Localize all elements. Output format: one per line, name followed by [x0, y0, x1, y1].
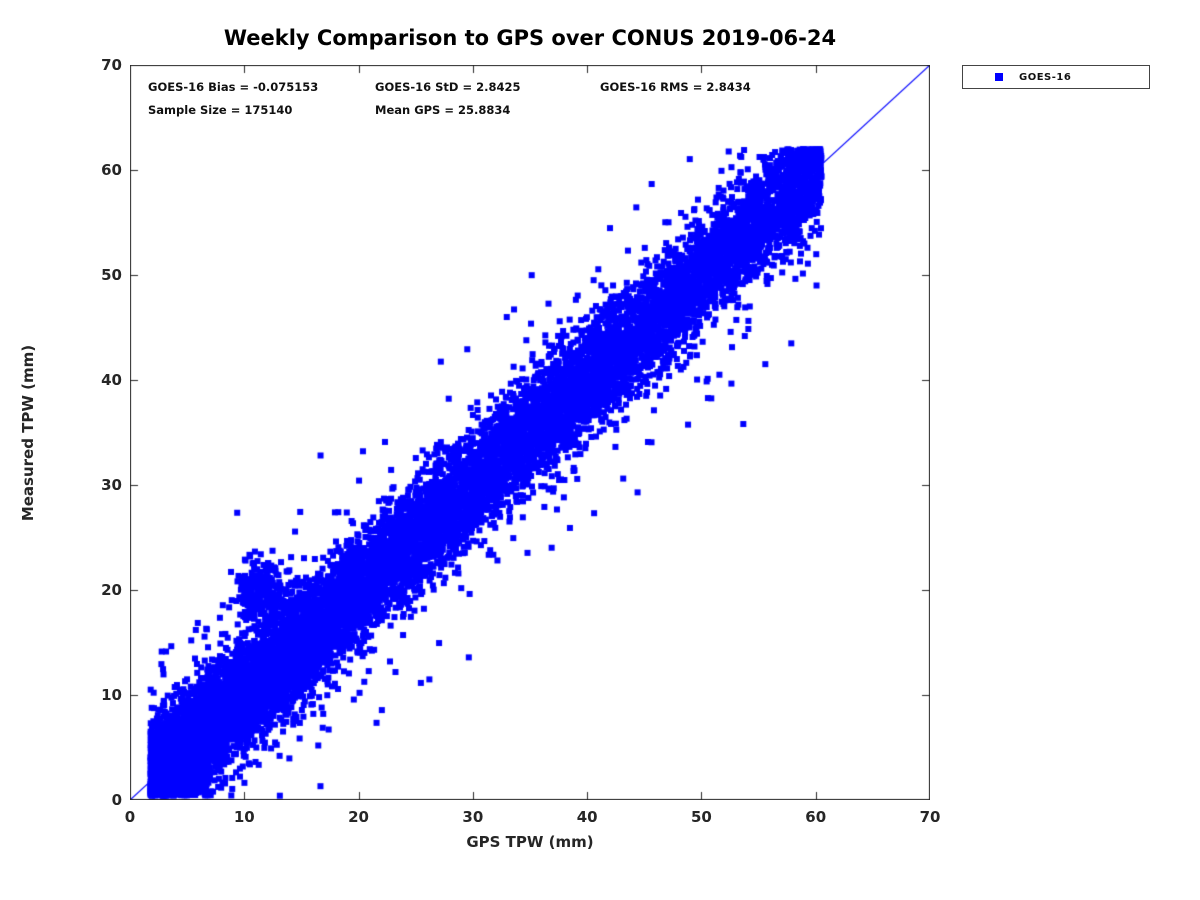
x-tick-label: 60 [805, 808, 827, 826]
chart-title: Weekly Comparison to GPS over CONUS 2019… [223, 26, 837, 50]
y-tick-label: 10 [101, 686, 122, 704]
y-tick-label: 60 [101, 161, 122, 179]
x-tick-label: 40 [576, 808, 598, 826]
x-tick-label: 70 [919, 808, 941, 826]
x-tick-label: 50 [690, 808, 712, 826]
x-tick-label: 30 [462, 808, 484, 826]
legend-label: GOES-16 [1019, 71, 1072, 83]
y-tick-label: 70 [101, 56, 122, 74]
y-axis-label: Measured TPW (mm) [19, 344, 37, 522]
y-tick-label: 20 [101, 581, 122, 599]
x-tick-label: 0 [124, 808, 136, 826]
scatter-canvas [130, 65, 930, 800]
legend-marker-square-icon [995, 73, 1003, 81]
x-tick-label: 20 [348, 808, 369, 826]
y-tick-label: 40 [101, 371, 122, 389]
y-tick-label: 30 [101, 476, 122, 494]
plot-area [130, 65, 930, 800]
x-axis-label: GPS TPW (mm) [466, 833, 594, 851]
x-tick-label: 10 [233, 808, 255, 826]
y-tick-label: 0 [111, 791, 122, 809]
y-tick-label: 50 [101, 266, 122, 284]
legend: GOES-16 [962, 65, 1150, 89]
